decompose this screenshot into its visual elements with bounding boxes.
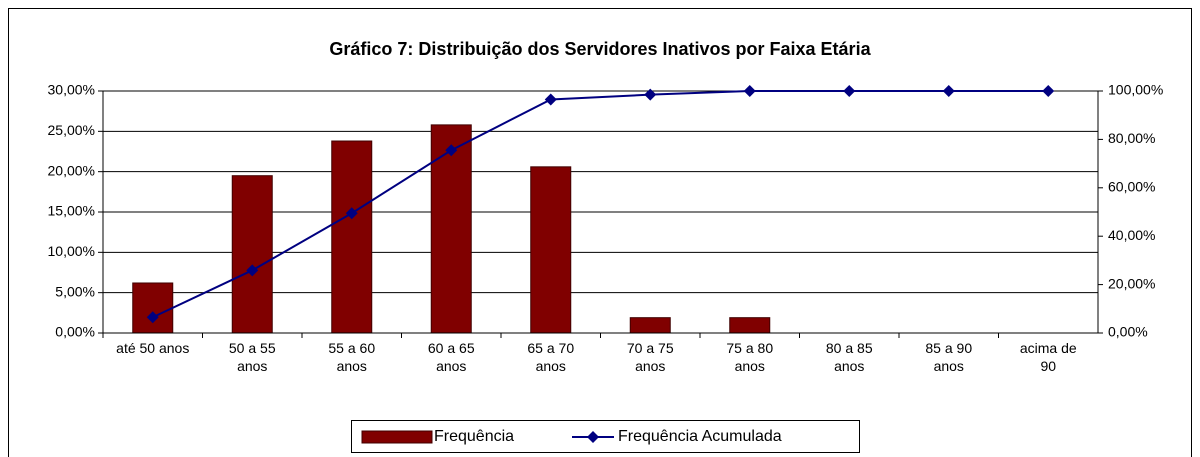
x-tick-label: até 50 anos [116, 340, 189, 356]
marker [843, 85, 856, 97]
chart-title: Gráfico 7: Distribuição dos Servidores I… [329, 39, 871, 59]
bar [530, 166, 572, 334]
x-tick-label: 80 a 85 anos [826, 340, 873, 374]
legend-label: Frequência Acumulada [618, 428, 782, 445]
y-tick-label: 30,00% [48, 82, 95, 98]
legend-swatch [361, 430, 433, 444]
x-tick-label: 85 a 90 anos [925, 340, 972, 374]
marker [345, 207, 358, 220]
bar [331, 140, 373, 334]
legend-label: Frequência [434, 428, 514, 445]
x-tick-label: 50 a 55 anos [229, 340, 276, 374]
marker [1042, 85, 1055, 97]
x-tick-label: acima de 90 [1020, 340, 1077, 374]
y-tick-label: 20,00% [48, 162, 95, 178]
marker [146, 311, 159, 324]
y2-tick-label: 60,00% [1108, 179, 1155, 195]
legend-marker [587, 431, 599, 443]
y2-tick-label: 80,00% [1108, 130, 1155, 146]
marker [246, 264, 259, 277]
y2-tick-label: 100,00% [1108, 82, 1163, 98]
bar [629, 317, 671, 334]
y-tick-label: 15,00% [48, 203, 95, 219]
y2-tick-label: 40,00% [1108, 227, 1155, 243]
marker [445, 144, 458, 157]
y-tick-label: 10,00% [48, 243, 95, 259]
bar [132, 282, 174, 334]
x-tick-label: 55 a 60 anos [328, 340, 375, 374]
bar [231, 175, 273, 334]
marker [743, 85, 756, 97]
x-tick-label: 70 a 75 anos [627, 340, 674, 374]
y2-tick-label: 0,00% [1108, 324, 1148, 340]
line [152, 90, 1049, 319]
y-tick-label: 0,00% [55, 324, 95, 340]
y-tick-label: 5,00% [55, 283, 95, 299]
y2-tick-label: 20,00% [1108, 275, 1155, 291]
marker [644, 88, 657, 101]
x-tick-label: 75 a 80 anos [726, 340, 773, 374]
bar [729, 317, 771, 334]
x-tick-label: 60 a 65 anos [428, 340, 475, 374]
marker [544, 93, 557, 106]
y-tick-label: 25,00% [48, 122, 95, 138]
x-tick-label: 65 a 70 anos [527, 340, 574, 374]
marker [942, 85, 955, 97]
chart-border [8, 8, 1192, 457]
